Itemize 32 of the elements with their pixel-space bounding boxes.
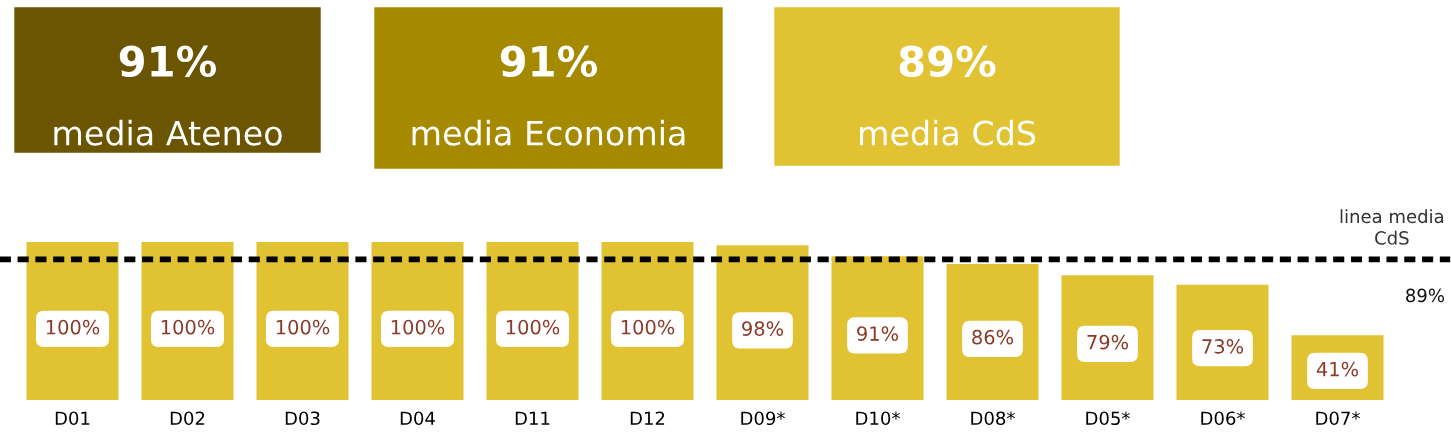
data-label: 98% — [742, 321, 784, 336]
data-label: 73% — [1202, 339, 1244, 354]
x-tick-label: D10* — [856, 411, 900, 426]
x-tick-label: D11 — [515, 411, 550, 425]
x-tick-label: D07* — [1316, 411, 1360, 426]
x-tick-label: D05* — [1086, 411, 1130, 426]
data-label: 79% — [1087, 334, 1129, 350]
x-tick-label: D12 — [630, 411, 665, 425]
text: media CdS — [860, 119, 1036, 146]
text: media Economia — [412, 119, 685, 146]
x-tick-label: D08* — [971, 411, 1015, 426]
x-tick-label: D06* — [1201, 411, 1245, 426]
x-tick-label: D04 — [400, 411, 435, 426]
data-label: 86% — [972, 329, 1014, 345]
x-tick-label: D01 — [55, 411, 90, 426]
x-tick-label: D03 — [285, 411, 320, 426]
x-tick-label: D09* — [741, 411, 785, 426]
text: 91% — [500, 45, 598, 78]
annotation: 89% — [1406, 288, 1444, 303]
data-label: 91% — [857, 326, 899, 341]
data-label: 41% — [1316, 361, 1359, 377]
data-label: 100% — [46, 319, 100, 335]
data-label: 100% — [161, 319, 215, 335]
x-tick-label: D02 — [170, 411, 205, 426]
data-label: 100% — [506, 319, 560, 335]
text: 91% — [119, 45, 217, 78]
text: media Ateneo — [54, 119, 282, 146]
data-label: 100% — [621, 319, 675, 335]
text: 89% — [899, 45, 996, 78]
data-label: 100% — [391, 319, 445, 335]
ref-line-label: linea media CdS — [1340, 209, 1443, 245]
data-label: 100% — [276, 319, 330, 335]
